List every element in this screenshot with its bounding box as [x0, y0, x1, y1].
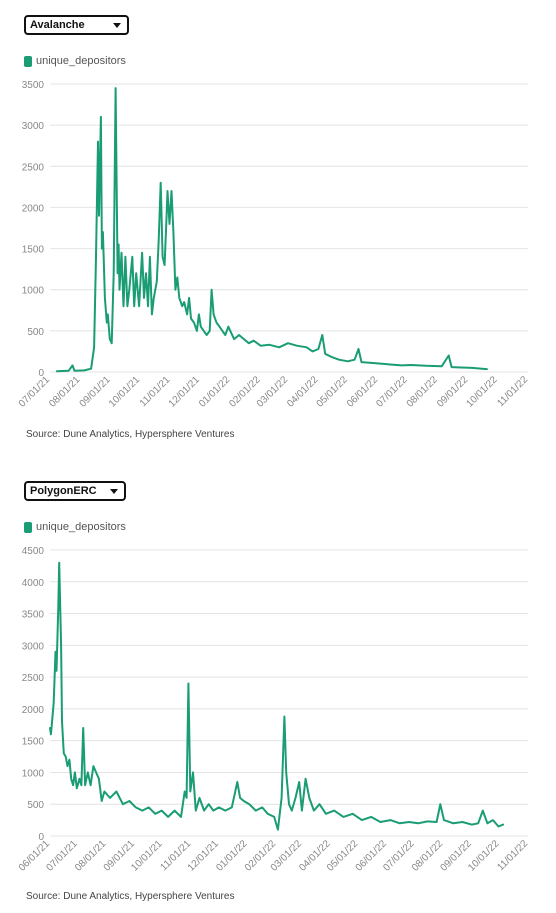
network-dropdown-label: PolygonERC	[30, 485, 97, 497]
x-tick-label: 06/01/22	[345, 374, 381, 410]
y-tick-label: 1000	[22, 286, 45, 297]
x-tick-label: 07/01/22	[374, 374, 410, 410]
legend-label: unique_depositors	[36, 521, 126, 533]
network-dropdown[interactable]: PolygonERC	[24, 481, 126, 501]
legend-swatch	[24, 55, 32, 67]
legend[interactable]: unique_depositors	[24, 521, 126, 533]
y-tick-label: 3000	[22, 121, 45, 132]
y-tick-label: 3500	[22, 80, 45, 91]
y-tick-label: 2000	[22, 705, 45, 716]
y-tick-label: 2500	[22, 162, 45, 173]
source-note: Source: Dune Analytics, Hypersphere Vent…	[26, 429, 235, 440]
x-tick-label: 11/01/22	[495, 374, 530, 409]
line-chart: 050010001500200025003000350007/01/2108/0…	[17, 80, 531, 410]
source-note: Source: Dune Analytics, Hypersphere Vent…	[26, 891, 235, 902]
chart-panel-avalanche: Avalanche unique_depositors 0 500 1000 1500…	[0, 0, 556, 450]
series-line	[55, 87, 488, 373]
x-tick-label: 09/01/21	[78, 374, 114, 410]
chart-panel-polygonerc: PolygonERC unique_depositors 0 500 1000 150…	[0, 466, 556, 913]
x-tick-label: 03/01/22	[255, 374, 291, 410]
x-tick-label: 09/01/22	[435, 374, 471, 410]
y-tick-label: 1000	[22, 768, 45, 779]
y-tick-label: 2500	[22, 673, 45, 684]
legend-label: unique_depositors	[36, 55, 126, 67]
x-tick-label: 08/01/22	[405, 374, 441, 410]
x-tick-label: 10/01/21	[129, 838, 165, 874]
y-tick-label: 500	[27, 327, 44, 338]
y-tick-label: 3500	[22, 610, 45, 621]
y-tick-label: 500	[27, 800, 44, 811]
y-tick-label: 1500	[22, 737, 45, 748]
x-tick-label: 10/01/22	[466, 838, 502, 874]
x-tick-label: 04/01/22	[285, 374, 321, 410]
y-tick-label: 0	[38, 368, 44, 379]
network-dropdown[interactable]: Avalanche	[24, 15, 129, 35]
legend[interactable]: unique_depositors	[24, 55, 126, 67]
x-tick-label: 01/01/22	[197, 374, 233, 410]
line-chart: 05001000150020002500300035004000450006/0…	[17, 546, 531, 874]
y-tick-label: 3000	[22, 641, 45, 652]
y-tick-label: 2000	[22, 203, 45, 214]
x-tick-label: 12/01/21	[167, 374, 203, 410]
y-tick-label: 1500	[22, 245, 45, 256]
x-tick-label: 08/01/21	[47, 374, 83, 410]
x-tick-label: 10/01/22	[464, 374, 500, 410]
chevron-down-icon	[113, 22, 121, 28]
x-tick-label: 07/01/21	[17, 374, 53, 410]
y-tick-label: 0	[38, 832, 44, 843]
x-tick-label: 05/01/22	[315, 374, 351, 410]
series-line	[49, 561, 505, 831]
x-tick-label: 10/01/21	[107, 374, 143, 410]
legend-swatch	[24, 521, 32, 533]
chevron-down-icon	[110, 488, 118, 494]
x-tick-label: 11/01/22	[495, 838, 530, 873]
y-tick-label: 4500	[22, 546, 45, 557]
network-dropdown-label: Avalanche	[30, 19, 85, 31]
y-tick-label: 4000	[22, 578, 45, 589]
